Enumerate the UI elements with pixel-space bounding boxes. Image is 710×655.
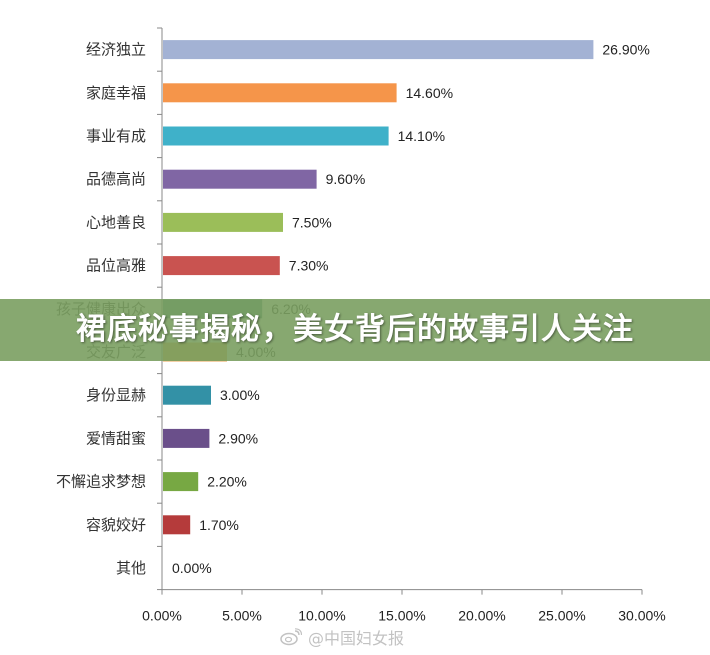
category-label: 其他 — [116, 559, 146, 577]
title-banner: 裙底秘事揭秘，美女背后的故事引人关注 — [0, 299, 710, 361]
value-label: 3.00% — [220, 387, 260, 403]
watermark-text: @中国妇女报 — [308, 629, 405, 648]
category-label: 家庭幸福 — [86, 84, 146, 102]
value-label: 0.00% — [172, 560, 212, 576]
bar — [163, 83, 397, 103]
x-tick-label: 0.00% — [142, 608, 182, 624]
category-label: 容貌姣好 — [86, 516, 146, 534]
value-label: 9.60% — [326, 171, 366, 187]
bar — [163, 472, 199, 492]
value-label: 7.30% — [289, 258, 329, 274]
bar — [163, 169, 317, 189]
value-label: 2.90% — [218, 430, 258, 446]
bar — [163, 212, 283, 232]
value-label: 2.20% — [207, 474, 247, 490]
category-label: 经济独立 — [86, 41, 146, 59]
bar — [163, 40, 594, 60]
bar — [163, 126, 389, 146]
value-label: 14.10% — [398, 128, 445, 144]
x-tick-label: 25.00% — [538, 608, 585, 624]
banner-title: 裙底秘事揭秘，美女背后的故事引人关注 — [76, 312, 634, 347]
category-label: 心地善良 — [86, 213, 146, 231]
weibo-icon — [280, 628, 302, 646]
axes-group: 经济独立家庭幸福事业有成品德高尚心地善良品位高雅孩子健康出众交友广泛身份显赫爱情… — [56, 27, 666, 624]
category-label: 品位高雅 — [86, 257, 146, 275]
x-tick-label: 10.00% — [298, 608, 345, 624]
value-label: 7.50% — [292, 214, 332, 230]
value-label: 14.60% — [406, 85, 453, 101]
category-label: 品德高尚 — [86, 170, 146, 188]
x-tick-label: 15.00% — [378, 608, 425, 624]
value-label: 26.90% — [602, 42, 649, 58]
bar — [163, 385, 211, 405]
x-tick-label: 20.00% — [458, 608, 505, 624]
category-label: 身份显赫 — [86, 386, 146, 404]
bar — [163, 256, 280, 276]
category-label: 不懈追求梦想 — [56, 473, 146, 491]
category-label: 事业有成 — [86, 127, 146, 145]
bar — [163, 515, 191, 535]
x-tick-label: 30.00% — [618, 608, 665, 624]
watermark: @中国妇女报 — [280, 625, 404, 649]
value-label: 1.70% — [199, 517, 239, 533]
x-tick-label: 5.00% — [222, 608, 262, 624]
category-label: 爱情甜蜜 — [86, 429, 146, 447]
bar — [163, 428, 210, 448]
